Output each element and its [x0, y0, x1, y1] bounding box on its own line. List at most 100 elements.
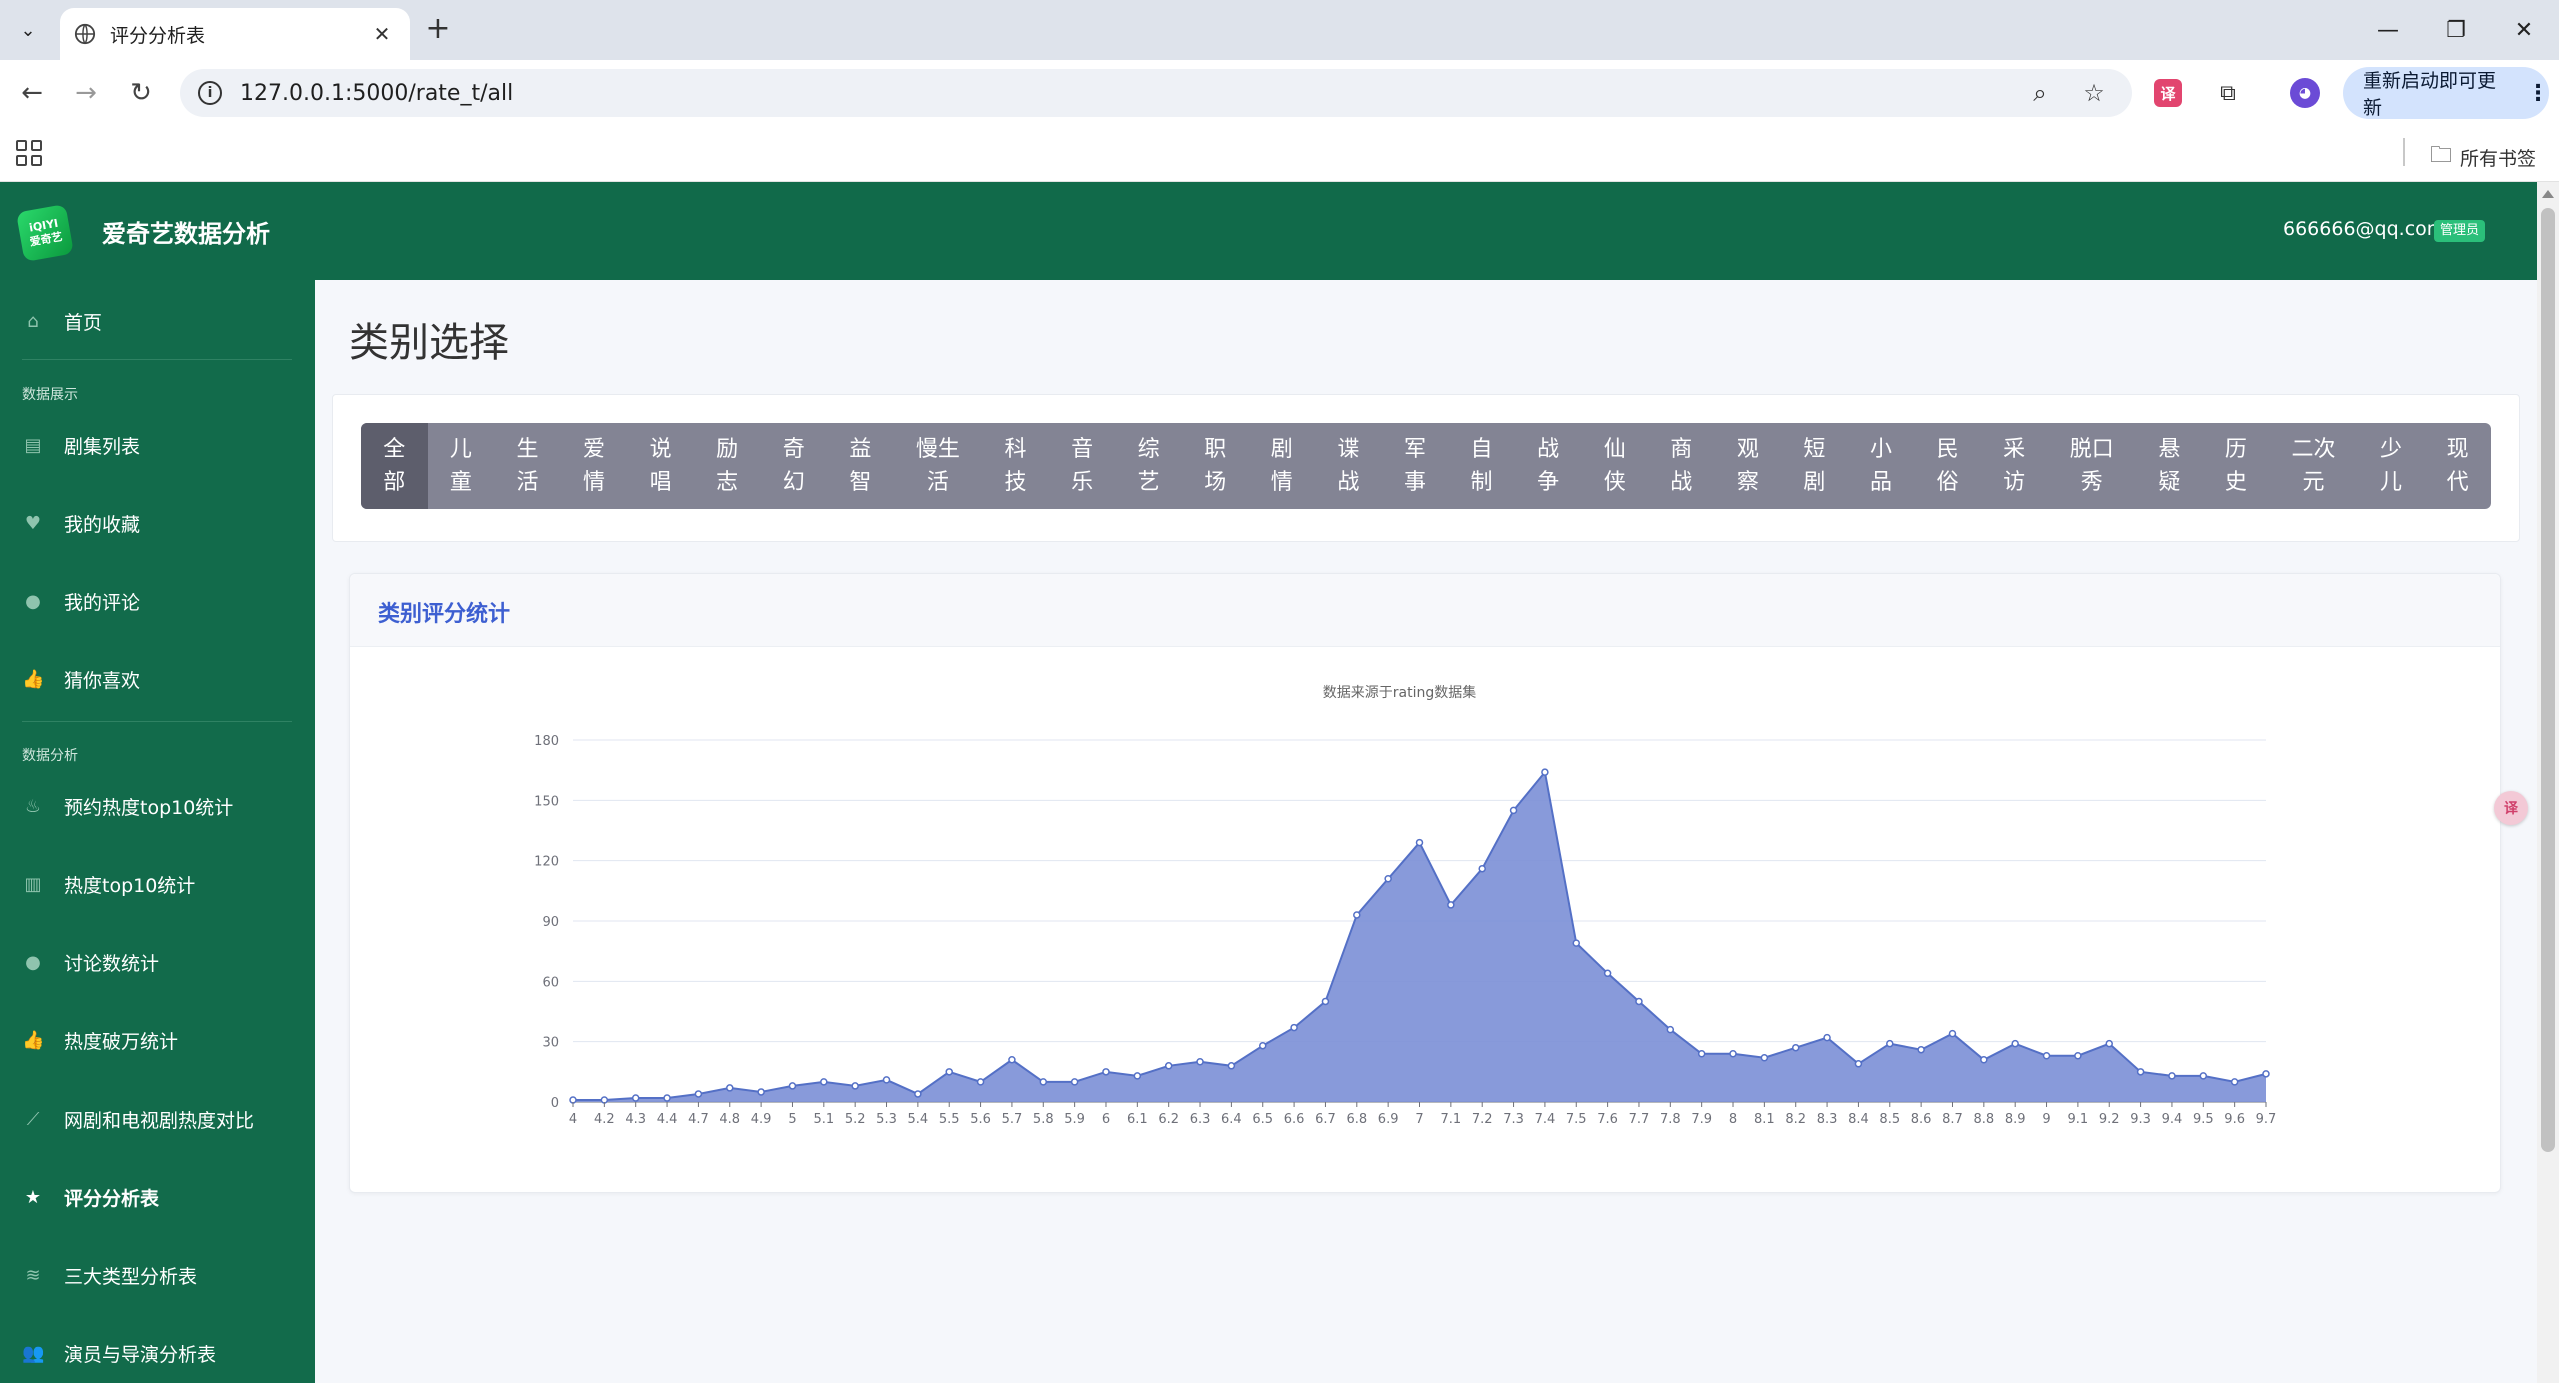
- minimize-button[interactable]: —: [2377, 17, 2399, 43]
- category-button[interactable]: 职场: [1182, 423, 1249, 509]
- scrollbar-thumb[interactable]: [2541, 208, 2555, 1152]
- data-point: [1886, 1039, 1894, 1048]
- category-label-line: 场: [1204, 470, 1227, 495]
- profile-avatar-icon[interactable]: ◕: [2290, 78, 2320, 108]
- x-tick-label: 4.2: [594, 1112, 615, 1127]
- chart-card-title: 类别评分统计: [378, 602, 511, 627]
- category-button[interactable]: 剧情: [1249, 423, 1316, 509]
- category-label-line: 现: [2446, 437, 2469, 462]
- category-button[interactable]: 小品: [1848, 423, 1915, 509]
- back-button[interactable]: ←: [21, 78, 43, 108]
- category-label-line: 科: [1004, 437, 1027, 462]
- data-point: [1227, 1062, 1236, 1070]
- site-info-icon[interactable]: i: [198, 81, 222, 105]
- category-button[interactable]: 说唱: [627, 423, 694, 509]
- category-button[interactable]: 采访: [1981, 423, 2048, 509]
- category-button[interactable]: 二次元: [2269, 423, 2358, 509]
- category-button[interactable]: 军事: [1382, 423, 1449, 509]
- sidebar-item[interactable]: ● 讨论数统计: [0, 932, 315, 992]
- more-menu-icon[interactable]: ⋮: [2527, 80, 2549, 106]
- x-tick-label: 8: [1729, 1112, 1737, 1127]
- category-button[interactable]: 民俗: [1914, 423, 1981, 509]
- brand-title[interactable]: 爱奇艺数据分析: [102, 220, 270, 248]
- users-icon: 👥: [22, 1342, 45, 1364]
- x-tick-label: 4.9: [751, 1112, 772, 1127]
- x-tick-label: 4.3: [625, 1112, 646, 1127]
- data-point: [1541, 768, 1549, 776]
- data-point: [1791, 1043, 1800, 1052]
- url-text[interactable]: 127.0.0.1:5000/rate_t/all: [240, 80, 514, 106]
- category-button[interactable]: 慢生活: [894, 423, 983, 509]
- new-tab-button[interactable]: +: [425, 11, 451, 46]
- category-label-line: 活: [926, 470, 949, 495]
- category-button[interactable]: 益智: [827, 423, 894, 509]
- zoom-icon[interactable]: ⌕: [2033, 79, 2047, 107]
- sidebar-item[interactable]: ★ 评分分析表: [0, 1167, 315, 1227]
- sidebar-item[interactable]: ● 我的评论: [0, 571, 315, 631]
- logo-text: iQIYI 爱奇艺: [28, 216, 64, 249]
- category-button[interactable]: 战争: [1515, 423, 1582, 509]
- extensions-puzzle-icon[interactable]: ⧉: [2220, 80, 2236, 106]
- category-button[interactable]: 商战: [1648, 423, 1715, 509]
- sidebar-item[interactable]: ▤ 剧集列表: [0, 415, 315, 475]
- category-button[interactable]: 综艺: [1115, 423, 1182, 509]
- x-tick-label: 5: [788, 1112, 796, 1127]
- category-button[interactable]: 科技: [982, 423, 1049, 509]
- iqiyi-logo[interactable]: iQIYI 爱奇艺: [16, 204, 74, 262]
- close-window-button[interactable]: ✕: [2514, 17, 2534, 43]
- category-button[interactable]: 生活: [494, 423, 561, 509]
- category-label-line: 综: [1137, 437, 1160, 462]
- sidebar-item[interactable]: 👍 热度破万统计: [0, 1010, 315, 1070]
- forward-button[interactable]: →: [75, 78, 97, 108]
- page-scrollbar[interactable]: [2537, 182, 2559, 1383]
- data-point: [1290, 1023, 1298, 1032]
- apps-grid-icon[interactable]: [16, 140, 42, 166]
- tab-close-icon[interactable]: ✕: [373, 22, 391, 46]
- browser-tab[interactable]: 评分分析表 ✕: [60, 8, 410, 60]
- category-button[interactable]: 儿童: [428, 423, 495, 509]
- category-button[interactable]: 音乐: [1049, 423, 1116, 509]
- category-button[interactable]: 现代: [2424, 423, 2491, 509]
- category-button[interactable]: 自制: [1448, 423, 1515, 509]
- category-button[interactable]: 奇幻: [760, 423, 827, 509]
- category-button[interactable]: 短剧: [1781, 423, 1848, 509]
- tab-search-chevron-icon[interactable]: ⌄: [20, 19, 36, 41]
- sidebar-item[interactable]: ⟋ 网剧和电视剧热度对比: [0, 1089, 315, 1149]
- category-button[interactable]: 历史: [2203, 423, 2270, 509]
- sidebar-item[interactable]: ▥ 热度top10统计: [0, 854, 315, 914]
- restore-button[interactable]: ❐: [2446, 17, 2466, 43]
- sidebar-item[interactable]: ♨ 预约热度top10统计: [0, 776, 315, 836]
- sidebar-item[interactable]: ⌂ 首页: [0, 291, 315, 351]
- scroll-up-arrow[interactable]: [2542, 190, 2554, 198]
- category-button[interactable]: 仙侠: [1581, 423, 1648, 509]
- x-tick-label: 7.7: [1629, 1112, 1650, 1127]
- category-label-line: 侠: [1603, 470, 1626, 495]
- category-button[interactable]: 爱情: [561, 423, 628, 509]
- relaunch-update-button[interactable]: 重新启动即可更新 ⋮: [2343, 67, 2549, 119]
- data-point: [2230, 1078, 2239, 1086]
- user-email[interactable]: 666666@qq.com: [2283, 218, 2446, 240]
- category-button[interactable]: 励志: [694, 423, 761, 509]
- sidebar-item[interactable]: 👥 演员与导演分析表: [0, 1323, 315, 1383]
- category-button[interactable]: 谍战: [1315, 423, 1382, 509]
- category-label-line: 历: [2224, 437, 2247, 462]
- translate-extension-icon[interactable]: 译: [2154, 79, 2182, 107]
- all-bookmarks-button[interactable]: 🗀 所有书签: [2430, 138, 2536, 176]
- category-button[interactable]: 少儿: [2358, 423, 2425, 509]
- x-tick-label: 9.7: [2256, 1112, 2277, 1127]
- sidebar-item[interactable]: ≋ 三大类型分析表: [0, 1245, 315, 1305]
- category-button[interactable]: 悬疑: [2136, 423, 2203, 509]
- reload-button[interactable]: ↻: [130, 78, 152, 108]
- sidebar-item[interactable]: ♥ 我的收藏: [0, 493, 315, 553]
- category-button[interactable]: 脱口秀: [2047, 423, 2136, 509]
- category-button[interactable]: 观察: [1715, 423, 1782, 509]
- browser-toolbar: ← → ↻ i 127.0.0.1:5000/rate_t/all ⌕ ☆ 译 …: [0, 60, 2559, 126]
- data-point: [1760, 1054, 1769, 1062]
- category-button[interactable]: 全部: [361, 423, 428, 509]
- bookmark-star-icon[interactable]: ☆: [2083, 79, 2105, 107]
- floating-translate-icon[interactable]: 译: [2494, 791, 2528, 825]
- sidebar-item[interactable]: 👍 猜你喜欢: [0, 649, 315, 709]
- address-bar[interactable]: i 127.0.0.1:5000/rate_t/all ⌕ ☆: [180, 69, 2132, 117]
- category-label-line: 励: [716, 437, 739, 462]
- data-point: [1854, 1060, 1863, 1068]
